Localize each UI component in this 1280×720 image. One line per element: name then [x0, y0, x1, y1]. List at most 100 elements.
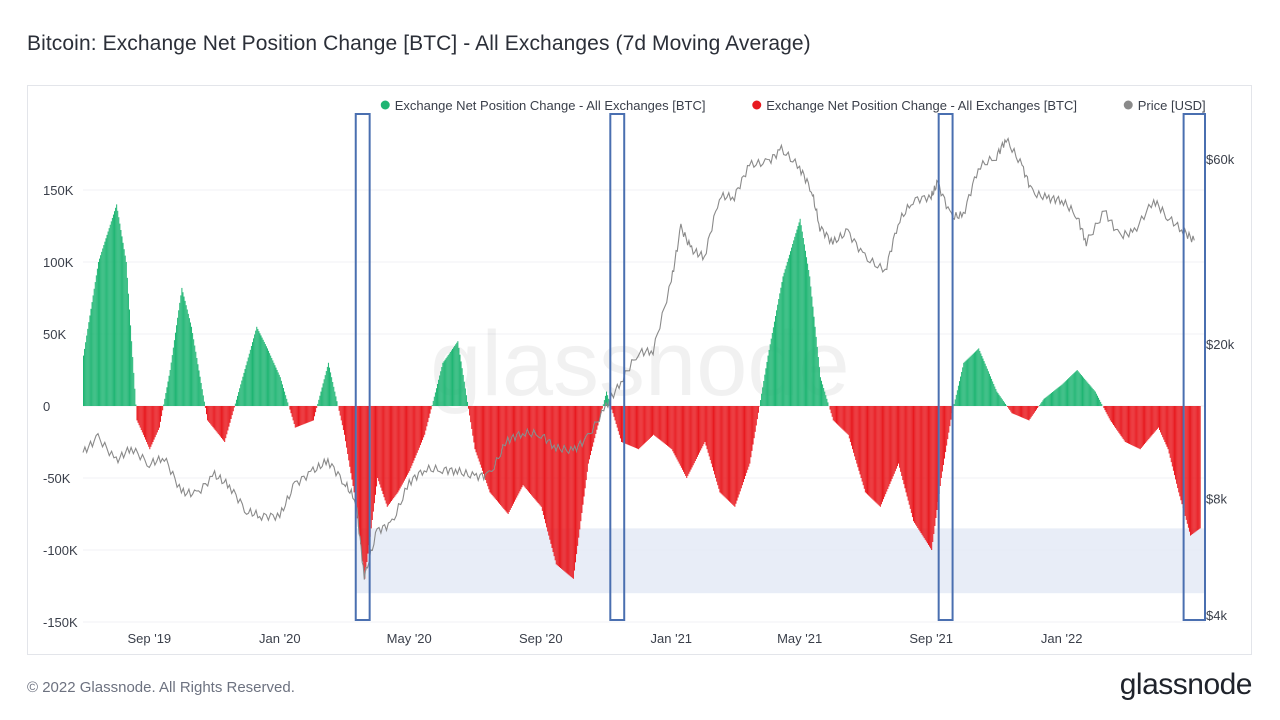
- net-position-bar: [782, 276, 784, 406]
- net-position-bar: [870, 406, 872, 498]
- net-position-bar: [1101, 403, 1103, 406]
- net-position-bar: [174, 332, 176, 406]
- net-position-bar: [1141, 406, 1143, 447]
- net-position-bar: [699, 406, 701, 453]
- net-position-bar: [560, 406, 562, 568]
- net-position-bar: [545, 406, 547, 524]
- net-position-bar: [392, 406, 394, 500]
- net-position-bar: [1166, 406, 1168, 447]
- net-position-bar: [472, 406, 474, 436]
- net-position-bar: [1132, 406, 1134, 446]
- net-position-bar: [939, 406, 941, 486]
- net-position-bar: [429, 406, 431, 414]
- net-position-bar: [229, 406, 231, 423]
- net-position-bar: [832, 406, 834, 421]
- net-position-bar: [1019, 406, 1021, 417]
- net-position-bar: [816, 346, 818, 406]
- net-position-bar: [274, 365, 276, 406]
- net-position-bar: [510, 406, 512, 508]
- net-position-bar: [1156, 406, 1158, 429]
- net-position-bar: [902, 406, 904, 481]
- net-position-bar: [417, 406, 419, 451]
- net-position-bar: [571, 406, 573, 578]
- net-position-bar: [577, 406, 579, 546]
- net-position-bar: [216, 406, 218, 433]
- net-position-bar: [558, 406, 560, 568]
- net-position-bar: [555, 406, 557, 565]
- net-position-bar: [304, 406, 306, 424]
- net-position-bar: [1131, 406, 1133, 446]
- net-position-bar: [150, 406, 152, 447]
- net-position-bar: [910, 406, 912, 513]
- net-position-bar: [1012, 406, 1014, 414]
- net-position-bar: [695, 406, 697, 459]
- net-position-bar: [667, 406, 668, 446]
- net-position-bar: [316, 406, 318, 409]
- net-position-bar: [108, 228, 110, 406]
- net-position-bar: [357, 406, 359, 527]
- net-position-bar: [1171, 406, 1173, 467]
- net-position-bar: [563, 406, 565, 571]
- net-position-bar: [770, 338, 772, 406]
- net-position-bar: [400, 406, 402, 487]
- net-position-bar: [748, 406, 750, 467]
- net-position-bar: [495, 406, 497, 501]
- net-position-bar: [781, 282, 783, 406]
- net-position-bar: [403, 406, 405, 481]
- net-position-bar: [766, 361, 768, 406]
- legend-label: Price [USD]: [1138, 98, 1206, 113]
- net-position-bar: [463, 381, 465, 406]
- net-position-bar: [478, 406, 480, 462]
- net-position-bar: [208, 406, 210, 422]
- net-position-bar: [442, 362, 444, 406]
- net-position-bar: [352, 406, 354, 486]
- net-position-bar: [586, 406, 588, 472]
- net-position-bar: [523, 406, 525, 487]
- net-position-bar: [760, 400, 762, 406]
- net-position-bar: [167, 381, 169, 406]
- net-position-bar: [709, 406, 711, 460]
- net-position-bar: [720, 406, 722, 494]
- net-position-bar: [483, 406, 485, 474]
- net-position-bar: [724, 406, 726, 498]
- net-position-bar: [660, 406, 662, 441]
- net-position-bar: [283, 388, 285, 406]
- net-position-bar: [1145, 406, 1147, 443]
- left-axis-tick: 50K: [43, 327, 66, 342]
- net-position-bar: [932, 406, 934, 542]
- net-position-bar: [1060, 385, 1062, 406]
- net-position-bar: [203, 401, 205, 406]
- net-position-bar: [303, 406, 305, 425]
- net-position-bar: [650, 406, 652, 437]
- net-position-bar: [726, 406, 728, 500]
- net-position-bar: [926, 406, 928, 544]
- net-position-bar: [526, 406, 528, 491]
- net-position-bar: [874, 406, 876, 502]
- legend-label: Exchange Net Position Change - All Excha…: [395, 98, 706, 113]
- net-position-bar: [529, 406, 531, 493]
- net-position-bar: [567, 406, 569, 575]
- net-position-bar: [1193, 406, 1195, 534]
- net-position-bar: [322, 383, 324, 406]
- net-position-bar: [406, 406, 408, 477]
- net-position-bar: [1013, 406, 1015, 415]
- net-position-bar: [165, 393, 167, 406]
- net-position-bar: [579, 406, 581, 530]
- net-position-bar: [204, 406, 206, 408]
- net-position-bar: [1186, 406, 1188, 524]
- net-position-bar: [503, 406, 505, 509]
- net-position-bar: [942, 406, 944, 466]
- net-position-bar: [1127, 406, 1129, 444]
- net-position-bar: [792, 244, 794, 406]
- net-position-bar: [887, 406, 889, 490]
- net-position-bar: [675, 406, 677, 458]
- net-position-bar: [653, 406, 655, 435]
- net-position-bar: [755, 406, 757, 426]
- net-position-bar: [306, 406, 308, 423]
- net-position-bar: [372, 406, 374, 512]
- net-position-bar: [835, 406, 837, 424]
- net-position-bar: [1136, 406, 1138, 448]
- net-position-bar: [891, 406, 893, 479]
- net-position-bar: [381, 406, 383, 491]
- net-position-bar: [499, 406, 501, 504]
